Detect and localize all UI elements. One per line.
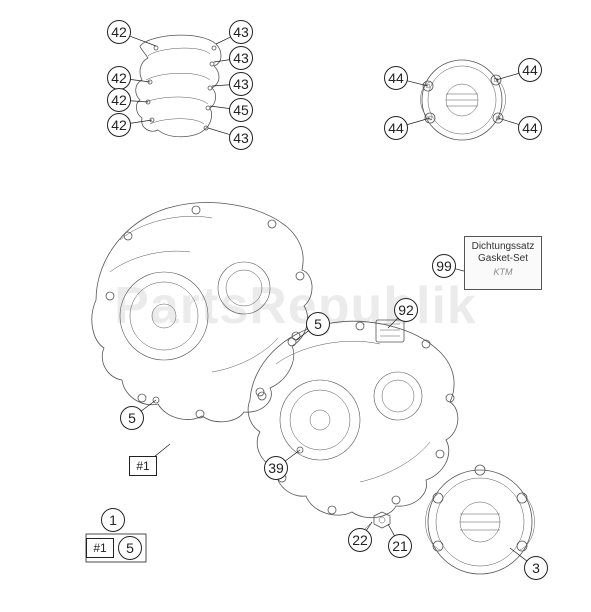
leader-43a	[216, 37, 231, 44]
part-breather	[376, 320, 404, 342]
leader-42d	[130, 120, 152, 123]
kit-frame	[86, 534, 146, 562]
lineart-svg	[0, 0, 591, 612]
leader-5a	[296, 330, 309, 340]
leader-45	[210, 106, 230, 109]
leader-39	[285, 450, 300, 461]
gasket-box-line1: Dichtungssatz	[467, 241, 539, 253]
leader-22	[366, 522, 372, 531]
part-ignition-cover-small	[421, 60, 506, 140]
gasket-box-line2: Gasket-Set	[467, 253, 539, 265]
leader-42a	[129, 36, 156, 46]
diagram-canvas: PartsRepublik	[0, 0, 591, 612]
leader-43d	[208, 128, 230, 135]
leader-k1b	[152, 444, 170, 459]
part-engine-case-right	[248, 321, 458, 517]
leader-43b	[214, 60, 230, 62]
part-ignition-cover-large	[426, 465, 535, 574]
leader-21	[388, 524, 395, 536]
part-gasket-top	[136, 35, 221, 137]
part-engine-case-left	[92, 203, 312, 422]
leader-43c	[212, 85, 230, 86]
leader-44a	[407, 81, 428, 86]
gasket-set-box: Dichtungssatz Gasket-Set KTM	[464, 236, 542, 290]
gasket-box-brand: KTM	[467, 267, 539, 278]
